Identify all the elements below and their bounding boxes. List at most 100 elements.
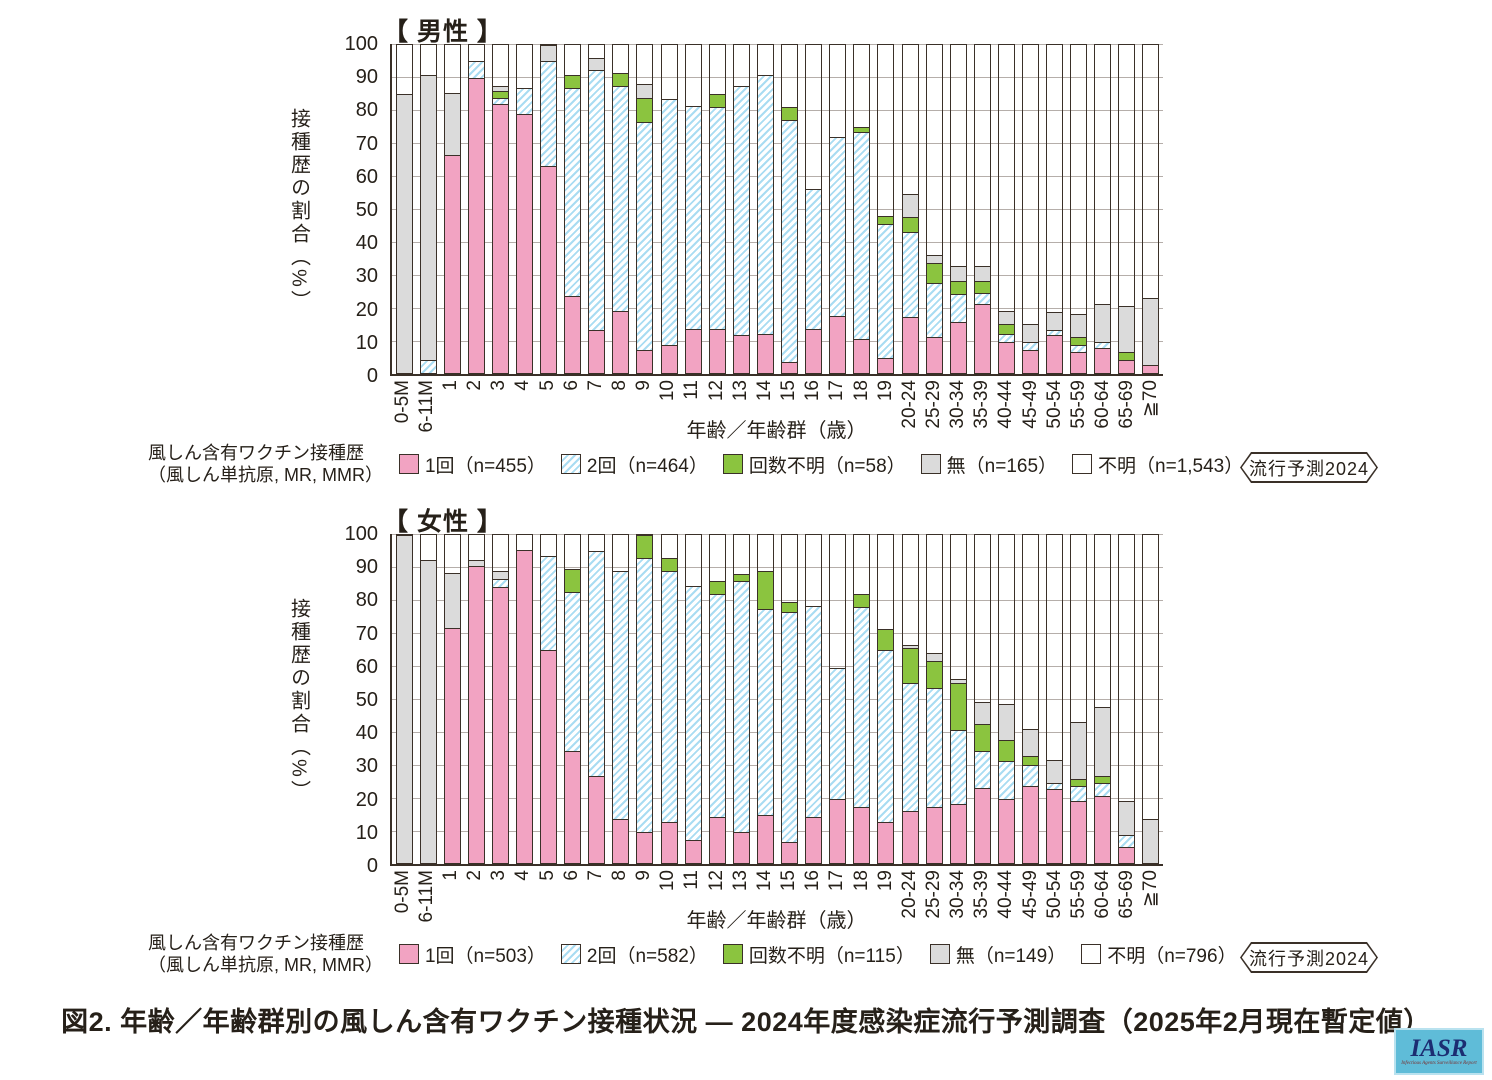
x-tick-label: 14 <box>753 870 775 892</box>
legend-label-dose1: 1回（n=503） <box>424 945 546 967</box>
segment-dose1 <box>613 818 629 863</box>
segment-dose1 <box>517 549 533 863</box>
grid-line-100 <box>392 534 1163 535</box>
segment-none <box>420 559 436 863</box>
bar-9 <box>636 534 654 864</box>
bar-13 <box>732 44 750 374</box>
segment-unknown <box>661 557 677 572</box>
plot-area <box>390 44 1163 376</box>
segment-none <box>902 644 918 649</box>
segment-none <box>1071 722 1087 780</box>
segment-dose1 <box>444 628 460 863</box>
legend-note: 風しん含有ワクチン接種歴 （風しん単抗原, MR, MMR） <box>148 442 383 486</box>
segment-dose1 <box>565 295 581 373</box>
badge-label: 流行予測2024 <box>1242 944 1376 971</box>
segment-dose2 <box>420 359 436 373</box>
segment-unknown <box>757 571 773 609</box>
x-tick-label: 13 <box>729 870 751 892</box>
segment-dose1 <box>637 350 653 373</box>
segment-unknown <box>974 281 990 293</box>
segment-dose2 <box>757 608 773 816</box>
legend-note-line2: （風しん単抗原, MR, MMR） <box>148 465 383 485</box>
legend-label-dose1: 1回（n=455） <box>424 455 546 477</box>
grid-line-90 <box>392 567 1163 568</box>
bar-1 <box>443 534 461 864</box>
legend-item-none: 無（n=149） <box>929 941 1067 968</box>
bar-15 <box>781 44 799 374</box>
bar-16 <box>805 44 823 374</box>
segment-dose1 <box>589 330 605 373</box>
bar-18 <box>853 534 871 864</box>
segment-dose2 <box>613 571 629 819</box>
x-tick-label: 19 <box>874 870 896 892</box>
segment-dose2 <box>1095 341 1111 349</box>
iasr-logo: IASR Infectious Agents Surveillance Repo… <box>1394 1028 1484 1075</box>
bar-13 <box>732 534 750 864</box>
segment-dose1 <box>1071 800 1087 863</box>
y-axis-label: 接種歴の割合（%） <box>287 107 310 313</box>
x-tick-label: 3 <box>488 380 510 391</box>
segment-none <box>1022 728 1038 757</box>
bar-30-34 <box>949 534 967 864</box>
bar-55-59 <box>1070 534 1088 864</box>
y-tick-label: 0 <box>366 365 378 387</box>
segment-none <box>1047 312 1063 331</box>
bar-6 <box>564 534 582 864</box>
bar-30-34 <box>949 44 967 374</box>
segment-dose2 <box>757 74 773 334</box>
segment-unknown <box>709 580 725 595</box>
segment-unknown <box>1022 756 1038 765</box>
grid-line-10 <box>392 831 1163 832</box>
x-tick-label: 12 <box>705 380 727 402</box>
legend-swatch-dose2 <box>560 944 581 964</box>
legend-item-fumei: 不明（n=1,543） <box>1072 451 1243 478</box>
segment-dose2 <box>589 69 605 331</box>
bar-11 <box>684 534 702 864</box>
x-tick-label: 5 <box>536 380 558 391</box>
legend-item-dose1: 1回（n=455） <box>398 451 546 478</box>
segment-dose1 <box>1022 785 1038 863</box>
x-tick-label: 19 <box>874 380 896 402</box>
bar-3 <box>491 534 509 864</box>
male-panel: 【 男性 】 接種歴の割合（%） 0 10 20 30 40 50 60 70 80 90 100 … <box>0 0 1492 490</box>
segment-dose1 <box>926 807 942 863</box>
segment-dose2 <box>1022 341 1038 351</box>
segment-unknown <box>902 648 918 683</box>
badge-forecast-2024: 流行予測2024 <box>1240 452 1378 483</box>
x-tick-label: 1 <box>439 380 461 391</box>
legend-item-dose2: 2回（n=582） <box>560 941 708 968</box>
segment-dose2 <box>926 282 942 337</box>
segment-dose2 <box>492 97 508 105</box>
segment-dose1 <box>589 776 605 863</box>
segment-unknown <box>998 740 1014 762</box>
segment-unknown <box>733 574 749 581</box>
y-tick-label: 30 <box>355 755 378 778</box>
segment-unknown <box>565 74 581 88</box>
segment-dose1 <box>974 787 990 863</box>
segment-unknown <box>902 217 918 232</box>
segment-dose1 <box>1071 351 1087 373</box>
grid-line-50 <box>392 209 1163 210</box>
legend-label-none: 無（n=165） <box>946 455 1058 477</box>
bar-7 <box>588 44 606 374</box>
segment-dose1 <box>806 817 822 863</box>
segment-unknown <box>854 594 870 608</box>
legend-swatch-fumei <box>1081 944 1102 964</box>
grid-line-20 <box>392 798 1163 799</box>
bar-17 <box>829 534 847 864</box>
segment-dose1 <box>613 310 629 373</box>
x-tick-label: 9 <box>633 380 655 391</box>
bars <box>392 44 1163 374</box>
bar-12 <box>708 44 726 374</box>
legend-items: 1回（n=455） 2回（n=464） 回数不明（n=58） 無（n=165） 不明（n… <box>398 451 1243 478</box>
segment-dose1 <box>709 817 725 863</box>
legend-label-unknown: 回数不明（n=115） <box>748 945 915 967</box>
grid-line-80 <box>392 110 1163 111</box>
y-tick-label: 40 <box>355 722 378 745</box>
y-tick-label: 20 <box>355 298 378 321</box>
legend-label-dose2: 2回（n=464） <box>586 455 708 477</box>
legend-label-dose2: 2回（n=582） <box>586 945 708 967</box>
legend-item-dose2: 2回（n=464） <box>560 451 708 478</box>
legend-note: 風しん含有ワクチン接種歴 （風しん単抗原, MR, MMR） <box>148 932 383 976</box>
legend-label-none: 無（n=149） <box>955 945 1067 967</box>
